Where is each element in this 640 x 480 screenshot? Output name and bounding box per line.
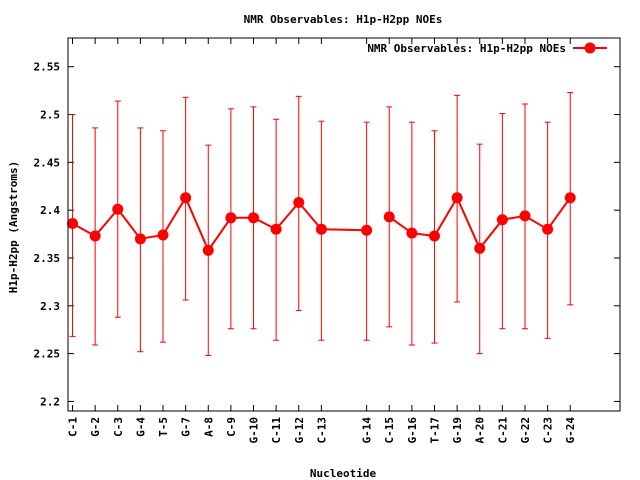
x-tick-label: A-8: [202, 417, 215, 437]
x-tick-label: C-13: [315, 417, 328, 444]
x-tick-label: C-23: [542, 417, 555, 444]
x-tick-label: G-4: [134, 417, 147, 437]
y-tick-label: 2.4: [40, 204, 60, 217]
data-point: [406, 227, 418, 239]
data-point: [67, 218, 79, 230]
y-tick-label: 2.35: [34, 252, 61, 265]
data-point: [134, 233, 146, 245]
data-point: [361, 224, 373, 236]
data-point: [225, 212, 237, 224]
legend-entry-label: NMR Observables: H1p-H2pp NOEs: [367, 42, 566, 55]
data-point: [564, 192, 576, 204]
x-tick-label: C-1: [67, 417, 80, 437]
plot-area-frame: [67, 37, 621, 412]
x-tick-label: G-7: [180, 417, 193, 437]
x-tick-label: C-3: [112, 417, 125, 437]
x-tick-label: G-24: [564, 417, 577, 444]
legend-marker-swatch: [584, 42, 596, 54]
data-point: [157, 229, 169, 241]
x-tick-label: C-9: [225, 417, 238, 437]
data-point: [496, 214, 508, 226]
x-tick-label: G-10: [248, 417, 261, 444]
legend: NMR Observables: H1p-H2pp NOEs: [367, 42, 607, 55]
y-tick-label: 2.3: [40, 300, 60, 313]
x-tick-label: G-14: [361, 417, 374, 444]
series-layer: [67, 92, 576, 357]
x-tick-label: T-17: [428, 417, 441, 444]
data-point: [428, 230, 440, 242]
x-tick-label: C-21: [496, 417, 509, 444]
y-tick-label: 2.45: [34, 156, 61, 169]
tick-layer: 2.2 2.25 2.3 2.35 2.4 2.45 2.5 2.55 C-1 G-2 C-3 G-4…: [34, 38, 620, 444]
x-axis-label: Nucleotide: [310, 467, 377, 480]
data-point: [270, 223, 282, 235]
data-point: [315, 223, 327, 235]
data-point: [89, 230, 101, 242]
y-tick-label: 2.25: [34, 348, 61, 361]
data-point: [519, 210, 531, 222]
data-point: [293, 197, 305, 209]
x-tick-label: G-16: [406, 417, 419, 444]
x-tick-label: C-11: [270, 417, 283, 444]
data-point: [112, 203, 124, 215]
x-tick-label: G-2: [89, 417, 102, 437]
x-tick-label: T-5: [157, 417, 170, 437]
x-tick-label: G-22: [519, 417, 532, 444]
y-tick-label: 2.55: [34, 61, 61, 74]
y-tick-label: 2.5: [40, 109, 60, 122]
x-tick-label: C-15: [383, 417, 396, 444]
data-point: [180, 192, 192, 204]
data-point: [248, 212, 260, 224]
data-point: [542, 223, 554, 235]
x-tick-label: A-20: [474, 417, 487, 444]
chart-title: NMR Observables: H1p-H2pp NOEs: [244, 13, 443, 26]
data-point: [202, 244, 214, 256]
y-axis-label: H1p-H2pp (Angstroms): [7, 161, 20, 293]
x-tick-label: G-12: [293, 417, 306, 444]
x-tick-label: G-19: [451, 417, 464, 444]
data-point: [383, 211, 395, 223]
data-point: [474, 242, 486, 254]
data-point: [451, 192, 463, 204]
y-tick-label: 2.2: [40, 395, 60, 408]
